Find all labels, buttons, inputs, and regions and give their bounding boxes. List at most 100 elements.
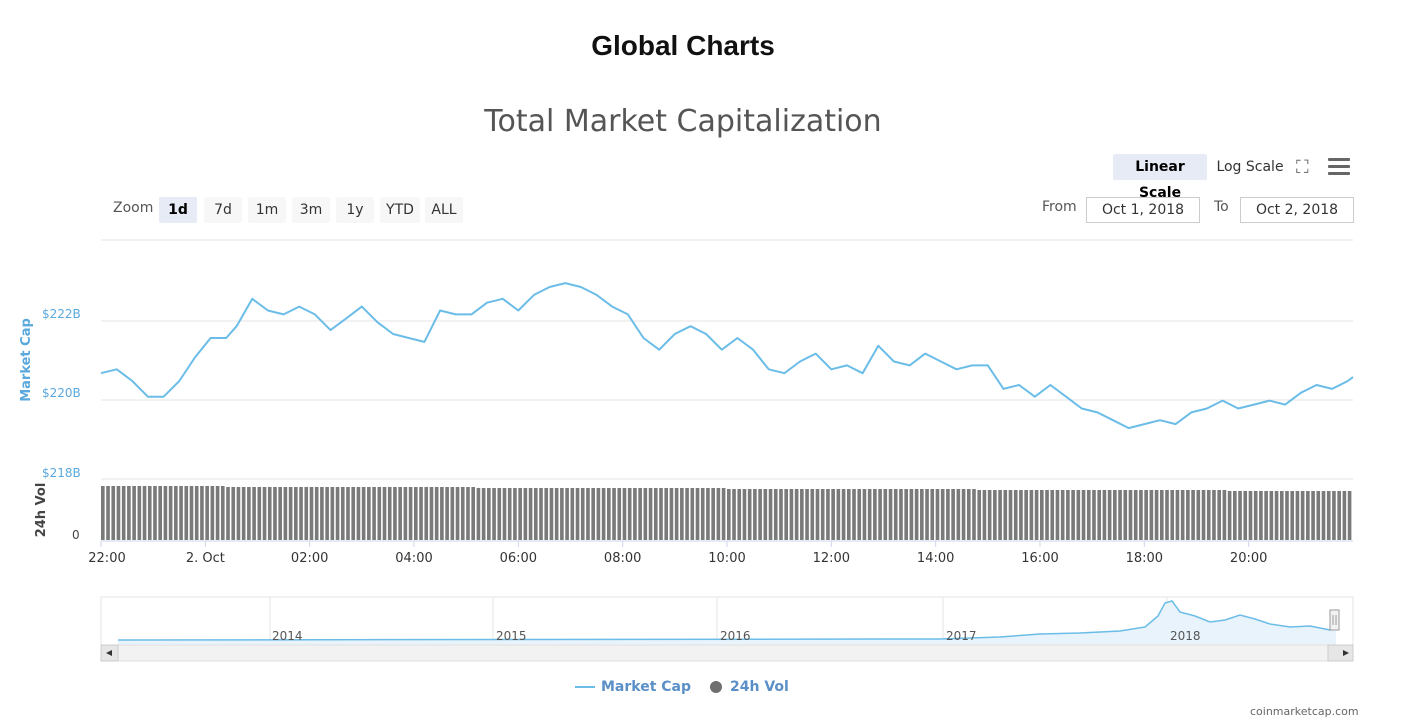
volume-bar [893,489,898,540]
page-title: Global Charts [591,30,775,61]
scroll-right-button[interactable] [1327,644,1354,662]
zoom-all-button[interactable]: ALL [425,197,463,223]
log-scale-button[interactable]: Log Scale [1216,159,1284,175]
x-tick-label: 22:00 [88,551,125,566]
navigator-year-label: 2018 [1170,629,1201,643]
volume-bar [111,486,116,540]
volume-bar [852,489,856,540]
scrollbar-track[interactable] [100,644,1354,662]
volume-bar [194,486,199,540]
zoom-1m-button[interactable]: 1m [248,197,286,223]
volume-bar [1113,490,1117,540]
volume-bar [1165,490,1169,540]
volume-bar [1144,490,1148,540]
volume-bar [247,487,251,540]
market-cap-line[interactable] [100,282,1354,430]
volume-bar [1175,490,1180,540]
volume-bar [1311,491,1315,540]
zoom-ytd-button[interactable]: YTD [380,197,420,223]
x-tick-label: 18:00 [1126,551,1163,566]
volume-bar [507,488,512,540]
volume-bar [560,488,564,540]
volume-bar [434,487,439,540]
volume-bar [267,487,272,540]
volume-bar [127,486,131,540]
volume-bar [1201,490,1206,540]
volume-bar [946,489,950,540]
volume-bar [1123,490,1128,540]
fullscreen-icon[interactable]: ⛶ [1296,157,1309,178]
volume-bar [377,487,382,540]
volume-bar [596,488,601,540]
volume-bar [993,490,997,540]
volume-bar [424,487,429,540]
volume-bar [1092,490,1096,540]
navigator-handle[interactable] [1329,609,1340,631]
legend-dot-icon [710,681,722,693]
zoom-3m-button[interactable]: 3m [292,197,330,223]
volume-bar [142,486,147,540]
volume-bar [414,487,418,540]
volume-bar [1243,491,1248,540]
volume-bar [904,489,908,540]
arrow-right-icon [1343,650,1349,656]
volume-bar [987,490,992,540]
volume-bar [288,487,293,540]
volume-bar [826,489,830,540]
arrow-left-icon [106,650,112,656]
legend-label-24h-vol: 24h Vol [730,679,789,695]
volume-bar [873,489,877,540]
legend-item-24h-vol[interactable]: 24h Vol [710,679,789,695]
volume-bar [231,487,236,540]
volume-bar [1337,491,1341,540]
volume-bar [1259,491,1263,540]
volume-bars [101,486,1352,540]
volume-bar [773,489,778,540]
volume-bar [1326,491,1331,540]
zoom-7d-button[interactable]: 7d [204,197,242,223]
volume-bar [163,486,168,540]
from-date-input[interactable] [1086,197,1200,223]
volume-bar [137,486,142,540]
volume-bar [925,489,929,540]
volume-bar [445,487,449,540]
credit-link[interactable]: coinmarketcap.com [1250,705,1359,718]
volume-bar [1290,491,1295,540]
volume-bar [314,487,319,540]
volume-bar [335,487,340,540]
volume-bar [257,487,262,540]
volume-bar [862,489,867,540]
volume-bar [367,487,371,540]
volume-bar [721,488,726,540]
menu-icon[interactable] [1328,158,1350,176]
zoom-1d-button[interactable]: 1d [159,197,197,223]
volume-bar [940,489,945,540]
volume-bar [747,489,752,540]
volume-bar [403,487,408,540]
volume-bar [956,489,961,540]
volume-bar [998,490,1002,540]
volume-bar [836,489,841,540]
to-date-input[interactable] [1240,197,1354,223]
volume-bar [961,489,966,540]
volume-bar [627,488,632,540]
volume-bar [356,487,361,540]
x-tick-label: 04:00 [395,551,432,566]
x-tick-label: 08:00 [604,551,641,566]
volume-bar [1055,490,1060,540]
volume-bar [841,489,846,540]
zoom-1y-button[interactable]: 1y [336,197,374,223]
legend-item-market-cap[interactable]: Market Cap [575,679,691,695]
x-tick-label: 16:00 [1021,551,1058,566]
volume-bar [1316,491,1321,540]
volume-bar [737,489,742,540]
to-label: To [1214,199,1229,215]
volume-bar [831,489,835,540]
volume-bar [888,489,893,540]
volume-bar [1013,490,1018,540]
volume-bar [810,489,815,540]
volume-bar [205,486,209,540]
volume-bar [732,489,736,540]
volume-bar [1206,490,1211,540]
